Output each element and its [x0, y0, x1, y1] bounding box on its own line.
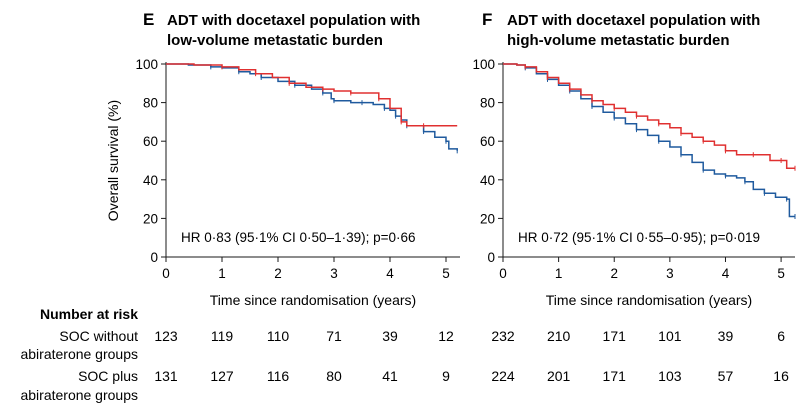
series-line-soc-without	[503, 63, 795, 218]
risk-number-soc-plus: 131	[154, 368, 178, 384]
risk-number-soc-without: 39	[382, 328, 398, 344]
series-line-soc-plus	[503, 63, 795, 169]
hazard-ratio-annotation: HR 0·83 (95·1% CI 0·50–1·39); p=0·66	[181, 230, 416, 245]
y-tick-label: 80	[143, 96, 158, 111]
y-tick-label: 100	[472, 57, 495, 72]
panel-title-line: ADT with docetaxel population with	[167, 12, 420, 29]
risk-number-soc-plus: 41	[382, 368, 398, 384]
risk-number-soc-without: 123	[154, 328, 178, 344]
y-tick-label: 20	[480, 211, 495, 226]
x-tick-label: 4	[722, 266, 730, 281]
risk-row2-label-line1: SOC plus	[78, 368, 138, 384]
y-tick-label: 40	[143, 173, 158, 188]
risk-number-soc-plus: 57	[718, 368, 734, 384]
y-tick-label: 60	[480, 134, 495, 149]
panel-letter: F	[482, 10, 492, 29]
x-tick-label: 5	[777, 266, 785, 281]
panel-title-line: low-volume metastatic burden	[167, 32, 383, 49]
x-tick-label: 2	[610, 266, 618, 281]
risk-number-soc-without: 39	[718, 328, 734, 344]
risk-table-header: Number at risk SOC without abiraterone g…	[20, 306, 138, 403]
risk-number-soc-plus: 16	[773, 368, 789, 384]
x-axis-label: Time since randomisation (years)	[210, 292, 416, 308]
panel-title-line: ADT with docetaxel population with	[507, 12, 760, 29]
risk-number-soc-without: 6	[777, 328, 785, 344]
x-tick-label: 2	[274, 266, 282, 281]
y-tick-label: 0	[150, 250, 158, 265]
hazard-ratio-annotation: HR 0·72 (95·1% CI 0·55–0·95); p=0·019	[518, 230, 760, 245]
x-tick-label: 3	[330, 266, 338, 281]
risk-number-soc-plus: 171	[603, 368, 627, 384]
y-tick-label: 60	[143, 134, 158, 149]
x-tick-label: 0	[499, 266, 507, 281]
x-tick-label: 3	[666, 266, 674, 281]
risk-row1-label-line1: SOC without	[59, 328, 138, 344]
y-tick-label: 20	[143, 211, 158, 226]
panel-f: F ADT with docetaxel population with high-…	[472, 10, 796, 384]
y-axis-label: Overall survival (%)	[105, 100, 121, 221]
risk-number-soc-plus: 116	[267, 368, 290, 384]
risk-table-title: Number at risk	[40, 306, 138, 322]
x-tick-label: 1	[218, 266, 226, 281]
y-tick-label: 0	[487, 250, 495, 265]
risk-row1-label-line2: abiraterone groups	[20, 346, 138, 362]
x-tick-label: 4	[386, 266, 394, 281]
x-tick-label: 5	[442, 266, 450, 281]
risk-number-soc-without: 101	[658, 328, 682, 344]
x-tick-label: 0	[162, 266, 170, 281]
y-tick-label: 80	[480, 96, 495, 111]
risk-number-soc-without: 232	[491, 328, 515, 344]
risk-number-soc-plus: 224	[491, 368, 515, 384]
panel-e: E ADT with docetaxel population with low-v…	[105, 10, 460, 384]
risk-row2-label-line2: abiraterone groups	[20, 387, 138, 403]
risk-number-soc-without: 171	[603, 328, 627, 344]
series-line-soc-plus	[166, 63, 458, 127]
risk-number-soc-plus: 127	[210, 368, 234, 384]
y-tick-label: 100	[135, 57, 158, 72]
series-line-soc-without	[166, 63, 458, 151]
risk-number-soc-plus: 9	[442, 368, 450, 384]
risk-number-soc-without: 210	[547, 328, 571, 344]
risk-number-soc-without: 110	[267, 328, 290, 344]
risk-number-soc-plus: 201	[547, 368, 571, 384]
risk-number-soc-without: 12	[438, 328, 454, 344]
risk-number-soc-plus: 80	[326, 368, 342, 384]
x-axis-label: Time since randomisation (years)	[546, 292, 752, 308]
panel-title-line: high-volume metastatic burden	[507, 32, 730, 49]
risk-number-soc-without: 119	[211, 328, 234, 344]
panel-letter: E	[143, 10, 154, 29]
risk-number-soc-plus: 103	[658, 368, 682, 384]
y-tick-label: 40	[480, 173, 495, 188]
x-tick-label: 1	[555, 266, 563, 281]
risk-number-soc-without: 71	[326, 328, 342, 344]
